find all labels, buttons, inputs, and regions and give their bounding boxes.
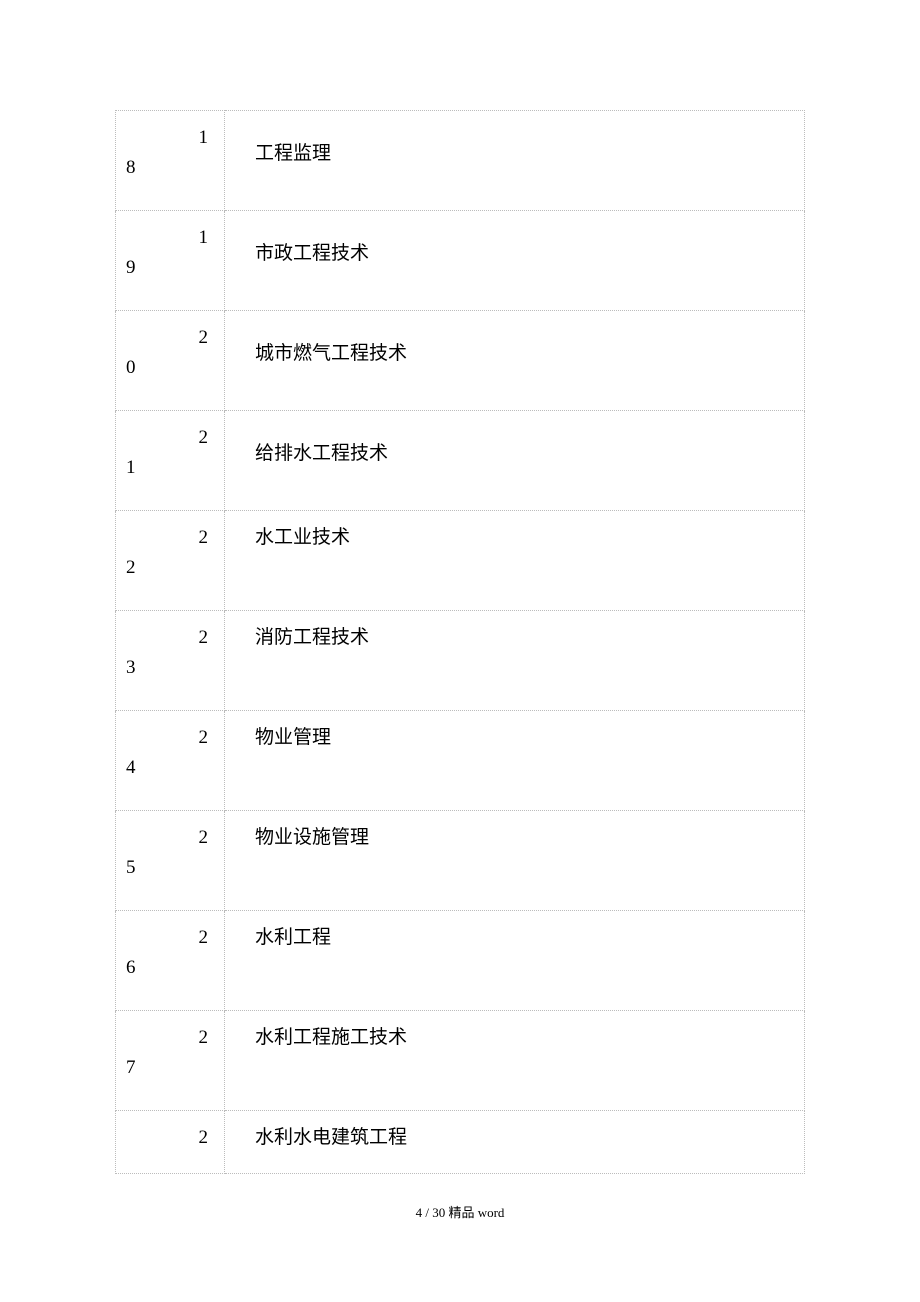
row-number-top: 2 xyxy=(126,1123,214,1153)
row-number-bottom: 4 xyxy=(126,753,214,783)
table-row: 2 6 水利工程 xyxy=(116,911,805,1011)
row-text-cell: 水工业技术 xyxy=(225,511,805,611)
row-number-top: 2 xyxy=(126,823,214,853)
row-number-cell: 1 9 xyxy=(116,211,225,311)
row-number-top: 1 xyxy=(126,223,214,253)
table-row: 2 水利水电建筑工程 xyxy=(116,1111,805,1174)
row-number-top: 2 xyxy=(126,523,214,553)
row-number-bottom: 5 xyxy=(126,853,214,883)
row-number-bottom: 6 xyxy=(126,953,214,983)
page-footer: 4 / 30 精品 word xyxy=(115,1202,805,1221)
row-text-cell: 物业设施管理 xyxy=(225,811,805,911)
row-number-top: 2 xyxy=(126,723,214,753)
row-number-top: 2 xyxy=(126,323,214,353)
row-number-cell: 2 1 xyxy=(116,411,225,511)
row-text-cell: 水利工程 xyxy=(225,911,805,1011)
row-number-cell: 2 2 xyxy=(116,511,225,611)
row-number-top: 2 xyxy=(126,923,214,953)
row-text: 水利工程施工技术 xyxy=(255,1023,784,1053)
row-number-cell: 1 8 xyxy=(116,111,225,211)
table-row: 1 9 市政工程技术 xyxy=(116,211,805,311)
row-number-cell: 2 0 xyxy=(116,311,225,411)
row-text: 市政工程技术 xyxy=(255,223,784,269)
table-row: 2 5 物业设施管理 xyxy=(116,811,805,911)
page-sep: / xyxy=(422,1205,432,1220)
row-text-cell: 工程监理 xyxy=(225,111,805,211)
row-number-bottom: 0 xyxy=(126,353,214,383)
table-row: 2 2 水工业技术 xyxy=(116,511,805,611)
row-number-top: 2 xyxy=(126,623,214,653)
table-row: 2 1 给排水工程技术 xyxy=(116,411,805,511)
table-row: 2 4 物业管理 xyxy=(116,711,805,811)
row-number-bottom: 1 xyxy=(126,453,214,483)
row-text: 水利工程 xyxy=(255,923,784,953)
row-number-cell: 2 3 xyxy=(116,611,225,711)
row-text-cell: 物业管理 xyxy=(225,711,805,811)
row-number-cell: 2 5 xyxy=(116,811,225,911)
table-row: 2 0 城市燃气工程技术 xyxy=(116,311,805,411)
row-text: 给排水工程技术 xyxy=(255,423,784,469)
row-number-cell: 2 6 xyxy=(116,911,225,1011)
row-number-bottom: 2 xyxy=(126,553,214,583)
row-text: 物业管理 xyxy=(255,723,784,753)
row-text: 物业设施管理 xyxy=(255,823,784,853)
row-number-bottom: 7 xyxy=(126,1053,214,1083)
row-number-cell: 2 xyxy=(116,1111,225,1174)
document-page: 1 8 工程监理 1 9 市政工程技术 2 0 xyxy=(0,0,920,1261)
row-text: 城市燃气工程技术 xyxy=(255,323,784,369)
table-row: 2 7 水利工程施工技术 xyxy=(116,1011,805,1111)
row-number-top: 2 xyxy=(126,1023,214,1053)
row-number-cell: 2 4 xyxy=(116,711,225,811)
footer-suffix: 精品 word xyxy=(445,1205,504,1220)
row-text-cell: 城市燃气工程技术 xyxy=(225,311,805,411)
row-number-bottom: 8 xyxy=(126,153,214,183)
row-text: 水利水电建筑工程 xyxy=(255,1123,784,1153)
row-text: 消防工程技术 xyxy=(255,623,784,653)
row-number-top: 1 xyxy=(126,123,214,153)
row-text-cell: 给排水工程技术 xyxy=(225,411,805,511)
row-text: 水工业技术 xyxy=(255,523,784,553)
row-text-cell: 市政工程技术 xyxy=(225,211,805,311)
row-text-cell: 消防工程技术 xyxy=(225,611,805,711)
row-number-cell: 2 7 xyxy=(116,1011,225,1111)
row-number-top: 2 xyxy=(126,423,214,453)
table-row: 2 3 消防工程技术 xyxy=(116,611,805,711)
table-body: 1 8 工程监理 1 9 市政工程技术 2 0 xyxy=(116,111,805,1174)
table-row: 1 8 工程监理 xyxy=(116,111,805,211)
data-table: 1 8 工程监理 1 9 市政工程技术 2 0 xyxy=(115,110,805,1174)
row-number-bottom: 9 xyxy=(126,253,214,283)
page-total: 30 xyxy=(432,1205,445,1220)
row-number-bottom: 3 xyxy=(126,653,214,683)
row-text-cell: 水利工程施工技术 xyxy=(225,1011,805,1111)
row-text: 工程监理 xyxy=(255,123,784,169)
row-text-cell: 水利水电建筑工程 xyxy=(225,1111,805,1174)
